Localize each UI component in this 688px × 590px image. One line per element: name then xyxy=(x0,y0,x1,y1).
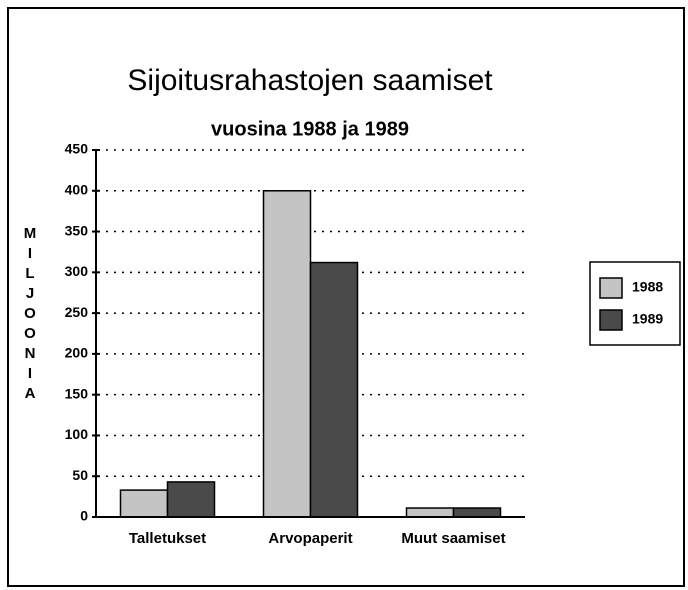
chart-subtitle: vuosina 1988 ja 1989 xyxy=(211,118,409,140)
y-tick-label: 300 xyxy=(65,263,89,279)
y-tick-label: 450 xyxy=(65,141,89,157)
x-tick-label: Muut saamiset xyxy=(401,530,505,547)
x-tick-label: Talletukset xyxy=(129,530,206,547)
y-tick-label: 150 xyxy=(65,385,89,401)
legend-label: 1988 xyxy=(632,279,663,295)
y-tick-label: 250 xyxy=(65,304,89,320)
frame xyxy=(7,7,685,587)
bar xyxy=(262,190,312,518)
bar xyxy=(309,261,359,518)
legend-swatch xyxy=(599,309,623,331)
bar xyxy=(119,489,169,518)
x-tick-label: Arvopaperit xyxy=(268,530,352,547)
y-tick-label: 350 xyxy=(65,222,89,238)
y-tick-label: 0 xyxy=(80,508,88,524)
legend-box xyxy=(589,261,681,346)
y-tick-label: 50 xyxy=(72,467,88,483)
y-tick-label: 100 xyxy=(65,426,89,442)
bar xyxy=(166,481,216,518)
chart-title: Sijoitusrahastojen saamiset xyxy=(127,64,493,97)
legend-label: 1989 xyxy=(632,311,663,327)
legend-swatch xyxy=(599,277,623,299)
y-tick-label: 200 xyxy=(65,345,89,361)
y-tick-label: 400 xyxy=(65,181,89,197)
bar xyxy=(452,507,502,518)
bar xyxy=(405,507,455,518)
y-axis-label: MILJOONIA xyxy=(22,225,39,405)
